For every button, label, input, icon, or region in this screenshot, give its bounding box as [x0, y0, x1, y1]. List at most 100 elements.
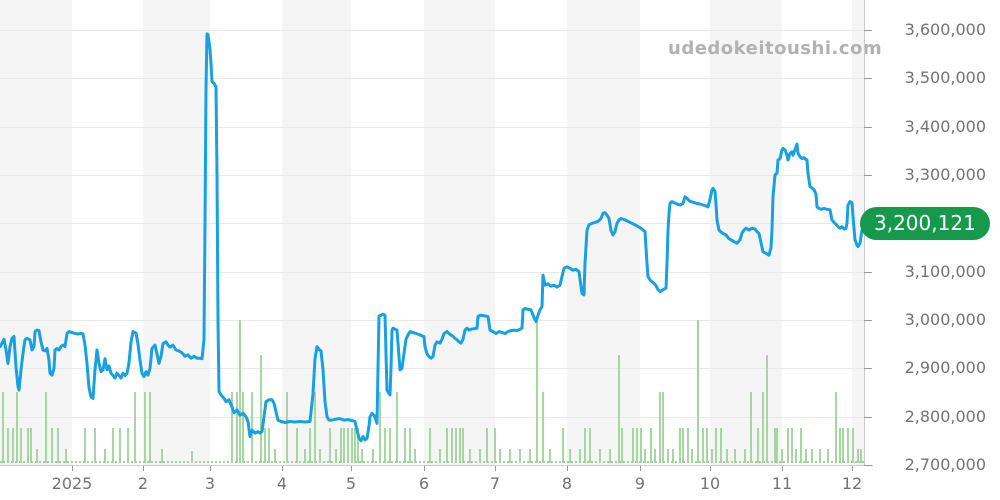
volume-bar — [702, 428, 704, 463]
volume-bar — [296, 428, 298, 463]
volume-bar — [335, 449, 337, 463]
volume-bar — [347, 428, 349, 463]
gridline — [0, 271, 864, 273]
y-axis-tick — [864, 368, 872, 370]
volume-bar — [94, 428, 96, 463]
x-axis-label: 2 — [137, 474, 149, 493]
volume-bar — [654, 449, 656, 463]
volume-bar — [750, 392, 752, 463]
volume-bar — [340, 428, 342, 463]
volume-bar — [409, 428, 411, 463]
volume-bar — [251, 392, 253, 463]
volume-bar — [636, 428, 638, 463]
volume-bar — [455, 428, 457, 463]
volume-bar — [351, 428, 353, 463]
volume-bar — [549, 449, 551, 463]
volume-bar — [726, 449, 728, 463]
volume-bar — [667, 449, 669, 463]
x-axis-label: 6 — [418, 474, 430, 493]
volume-bar — [599, 449, 601, 463]
y-axis-label: 2,900,000 — [904, 358, 986, 378]
x-axis-tick — [852, 466, 853, 471]
volume-bar — [672, 449, 674, 463]
volume-bar — [687, 428, 689, 463]
volume-bar — [127, 428, 129, 463]
gridline — [0, 320, 864, 321]
volume-bar — [711, 449, 713, 463]
volume-bar — [720, 428, 722, 463]
y-axis-label: 3,000,000 — [904, 310, 986, 329]
gridline — [0, 223, 864, 225]
x-axis-tick — [567, 466, 568, 471]
volume-bar — [7, 428, 9, 463]
volume-bar — [274, 449, 276, 463]
volume-bar — [134, 392, 136, 463]
y-axis-tick — [864, 416, 872, 418]
volume-bar — [36, 449, 38, 463]
volume-bar — [119, 428, 121, 463]
y-axis-label: 3,300,000 — [904, 165, 986, 184]
x-axis-label: 8 — [561, 474, 573, 493]
volume-bar — [589, 428, 591, 463]
volume-bar — [536, 320, 538, 463]
gridline — [0, 416, 864, 418]
x-axis-label: 12 — [841, 474, 863, 493]
volume-bar — [486, 428, 488, 463]
volume-bar — [791, 428, 793, 463]
x-axis-tick — [72, 466, 73, 471]
y-axis-label: 2,800,000 — [904, 406, 986, 426]
volume-bar — [354, 428, 356, 463]
plot-area[interactable]: udedokeitoushi.com — [0, 0, 882, 466]
volume-bar — [774, 428, 776, 463]
y-axis-tick — [864, 271, 872, 273]
volume-bar — [379, 392, 381, 463]
volume-bar — [579, 449, 581, 463]
volume-bar — [343, 428, 345, 463]
volume-bar — [706, 428, 708, 463]
volume-bar — [682, 428, 684, 463]
volume-bar — [679, 428, 681, 463]
volume-bar — [191, 451, 193, 463]
volume-bar — [787, 428, 789, 463]
volume-bar — [697, 320, 699, 463]
volume-bar — [618, 355, 620, 463]
volume-bar — [65, 449, 67, 463]
volume-bar — [842, 428, 844, 463]
volume-bar — [744, 449, 746, 463]
x-axis-tick — [710, 466, 711, 471]
volume-bar — [51, 428, 53, 463]
y-axis-label: 3,400,000 — [904, 116, 986, 136]
volume-bar — [260, 355, 262, 463]
volume-bar — [650, 428, 652, 463]
volume-bar — [621, 428, 623, 463]
volume-bar — [757, 428, 759, 463]
volume-bar — [562, 428, 564, 463]
current-price-badge: 3,200,121 — [860, 206, 990, 240]
volume-bar — [384, 428, 386, 463]
volume-bar — [451, 428, 453, 463]
volume-bar — [827, 449, 829, 463]
volume-bar — [584, 428, 586, 463]
volume-bar — [404, 428, 406, 463]
volume-bar — [766, 355, 768, 463]
volume-bar — [811, 449, 813, 463]
month-stripe — [424, 0, 495, 465]
month-stripe — [852, 0, 864, 465]
y-axis-tick — [864, 175, 872, 176]
volume-bar — [357, 428, 359, 463]
volume-bar — [329, 428, 331, 463]
volume-bar — [644, 449, 646, 463]
volume-bar — [847, 428, 849, 463]
volume-bar — [144, 392, 146, 463]
month-stripe — [567, 0, 640, 465]
y-axis-label: 3,500,000 — [904, 68, 986, 88]
volume-bar — [439, 449, 441, 463]
volume-bar — [509, 449, 511, 463]
volume-bar — [286, 392, 288, 463]
volume-bar — [57, 428, 59, 463]
x-axis-tick — [351, 466, 352, 471]
watermark: udedokeitoushi.com — [668, 38, 883, 59]
volume-bar — [569, 449, 571, 463]
volume-bar — [446, 428, 448, 463]
